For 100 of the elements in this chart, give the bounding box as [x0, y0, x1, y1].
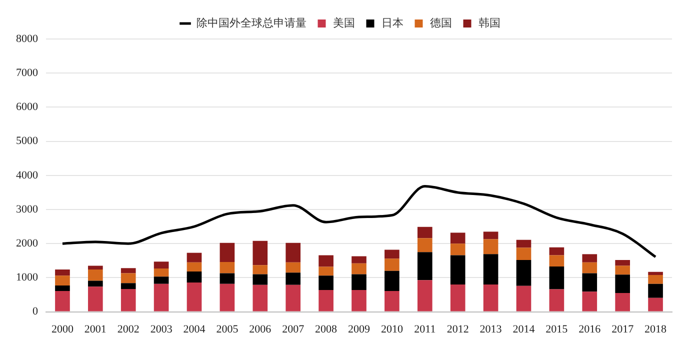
- y-tick-label: 0: [32, 306, 38, 318]
- bar: [186, 282, 202, 312]
- bar: [450, 284, 466, 312]
- bar: [648, 274, 663, 284]
- bar: [318, 290, 334, 312]
- bar: [120, 283, 136, 289]
- bar: [450, 232, 466, 244]
- bar: [417, 238, 432, 252]
- y-tick-label: 3000: [16, 203, 38, 216]
- bar: [286, 272, 301, 285]
- bar: [483, 284, 498, 312]
- x-tick-label: 2010: [380, 323, 404, 336]
- x-tick-label: 2016: [578, 323, 602, 336]
- bar: [186, 262, 202, 272]
- bar: [286, 262, 301, 273]
- bar: [352, 256, 366, 264]
- y-tick-label: 7000: [16, 66, 38, 79]
- bar: [582, 273, 598, 292]
- bar: [154, 268, 169, 277]
- x-tick-label: 2002: [117, 323, 140, 336]
- x-tick-label: 2001: [84, 323, 106, 336]
- bar: [352, 274, 366, 290]
- bar: [88, 286, 103, 312]
- bar: [352, 263, 366, 274]
- bar: [483, 232, 498, 240]
- legend-label: 日本: [381, 16, 404, 30]
- x-tick-label: 2014: [512, 323, 536, 336]
- bar: [252, 284, 268, 312]
- bar: [516, 286, 532, 312]
- bar: [220, 262, 235, 274]
- bar: [186, 252, 202, 262]
- legend-label: 韩国: [478, 16, 500, 30]
- bar: [352, 290, 366, 312]
- bar: [483, 239, 498, 254]
- bar: [318, 266, 334, 276]
- y-tick-label: 8000: [16, 32, 38, 45]
- bar: [120, 273, 136, 284]
- bar: [220, 242, 235, 262]
- bar: [318, 276, 334, 290]
- x-tick-label: 2015: [546, 323, 568, 336]
- bar: [55, 276, 70, 286]
- bar: [252, 265, 268, 274]
- bar: [286, 284, 301, 312]
- y-tick-label: 1000: [16, 272, 38, 284]
- bar: [549, 247, 564, 256]
- bar: [154, 276, 169, 284]
- bar: [154, 284, 169, 312]
- x-tick-label: 2017: [612, 323, 634, 336]
- x-tick-label: 2008: [315, 323, 338, 336]
- x-tick-label: 2005: [216, 323, 239, 336]
- bar: [516, 248, 532, 260]
- bar: [120, 268, 136, 274]
- x-tick-label: 2004: [183, 323, 206, 336]
- x-tick-label: 2003: [150, 323, 173, 336]
- bar: [582, 262, 598, 274]
- x-tick-label: 2013: [480, 323, 502, 336]
- bar: [615, 260, 630, 266]
- x-tick-label: 2011: [414, 323, 436, 336]
- legend-label: 德国: [430, 16, 452, 30]
- bar: [516, 260, 532, 286]
- bar: [582, 254, 598, 262]
- y-tick-label: 6000: [16, 101, 38, 114]
- legend-label: 美国: [332, 16, 355, 30]
- bar: [55, 291, 70, 312]
- x-tick-label: 2012: [446, 323, 469, 336]
- bar: [55, 286, 70, 291]
- bar: [648, 284, 663, 298]
- bar: [648, 298, 663, 312]
- x-tick-label: 2000: [51, 323, 74, 336]
- y-tick-label: 2000: [16, 237, 38, 250]
- bar: [384, 258, 400, 271]
- bar: [384, 250, 400, 259]
- bar: [55, 270, 70, 276]
- bar: [417, 280, 432, 312]
- bar: [384, 270, 400, 291]
- bar: [615, 274, 630, 294]
- bar: [648, 272, 663, 275]
- bar: [549, 289, 564, 312]
- bar: [582, 292, 598, 312]
- bar: [549, 266, 564, 290]
- bar: [450, 255, 466, 285]
- x-tick-label: 2009: [348, 323, 370, 336]
- bar: [549, 255, 564, 266]
- line-series: [61, 185, 657, 258]
- bar: [220, 284, 235, 312]
- bar: [120, 288, 136, 312]
- bar: [417, 226, 432, 238]
- bar: [88, 266, 103, 270]
- bar: [186, 272, 202, 282]
- bar: [417, 252, 432, 280]
- bar: [615, 266, 630, 275]
- legend-label: 除中国外全球总申请量: [196, 16, 306, 30]
- bar: [286, 242, 301, 262]
- bar: [615, 293, 630, 312]
- bar: [88, 270, 103, 281]
- bar: [450, 244, 466, 256]
- bar: [318, 255, 334, 267]
- bar: [483, 254, 498, 285]
- bar: [220, 273, 235, 284]
- x-tick-label: 2007: [282, 323, 305, 336]
